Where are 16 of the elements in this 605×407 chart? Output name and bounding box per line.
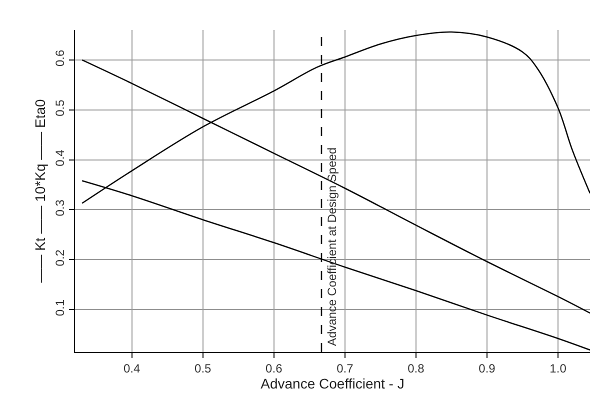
y-tick-label: 0.6 xyxy=(53,49,68,66)
y-axis-title: —— Kt —— 10*Kq —— Eta0 xyxy=(32,98,48,283)
x-axis-title: Advance Coefficient - J xyxy=(260,376,404,392)
x-tick-label: 0.4 xyxy=(123,361,140,376)
ref-line-label: Advance Coefficient at Design Speed xyxy=(324,147,339,346)
x-tick-label: 1.0 xyxy=(550,361,567,376)
x-tick-label: 0.9 xyxy=(478,361,496,376)
y-tick-label: 0.5 xyxy=(53,99,68,116)
x-tick-label: 0.5 xyxy=(194,361,212,376)
y-tick-label: 0.4 xyxy=(53,149,68,166)
x-tick-label: 0.8 xyxy=(408,361,425,376)
x-tick-label: 0.6 xyxy=(266,361,283,376)
x-tick-label: 0.7 xyxy=(336,361,354,376)
y-tick-label: 0.1 xyxy=(53,299,68,316)
y-tick-label: 0.2 xyxy=(53,249,68,266)
y-tick-label: 0.3 xyxy=(53,199,68,216)
